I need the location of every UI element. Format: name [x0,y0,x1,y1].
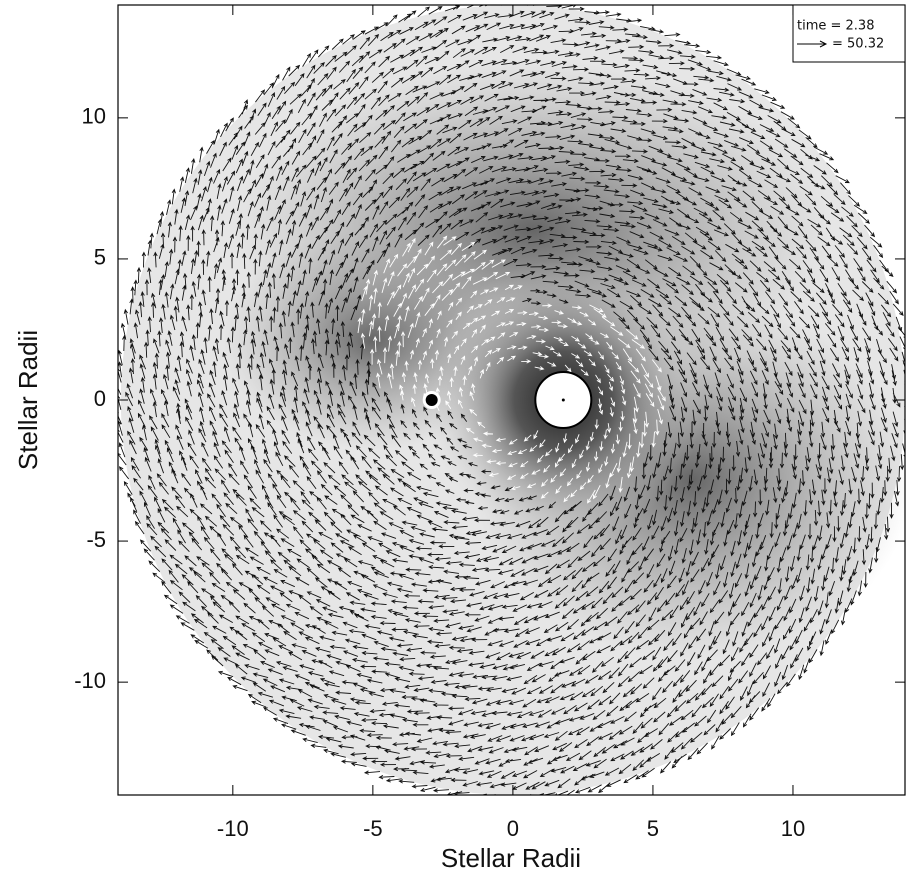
companion [425,394,438,406]
y-tick-label: 10 [82,104,106,129]
x-tick-label: 10 [781,816,805,841]
x-tick-label: -5 [363,816,383,841]
legend-arrow-scale: = 50.32 [832,37,884,52]
velocity-field [118,5,905,795]
y-tick-label: 5 [94,245,106,270]
legend-arrow-head [819,40,828,48]
arrows [118,5,905,795]
legend-time: time = 2.38 [797,19,874,34]
x-tick-label: -10 [217,816,249,841]
star-center [561,398,565,402]
y-tick-label: -10 [74,668,106,693]
arrows-bright [357,235,666,504]
stars [422,370,593,430]
x-tick-label: 0 [507,816,519,841]
legend-box [792,4,906,63]
y-tick-label: 0 [94,386,106,411]
x-axis-title: Stellar Radii [441,843,581,873]
y-axis-title: Stellar Radii [13,330,43,470]
x-tick-label: 5 [647,816,659,841]
y-tick-label: -5 [86,527,106,552]
legend: time = 2.38 = 50.32 [792,4,906,63]
density-map [120,5,905,795]
